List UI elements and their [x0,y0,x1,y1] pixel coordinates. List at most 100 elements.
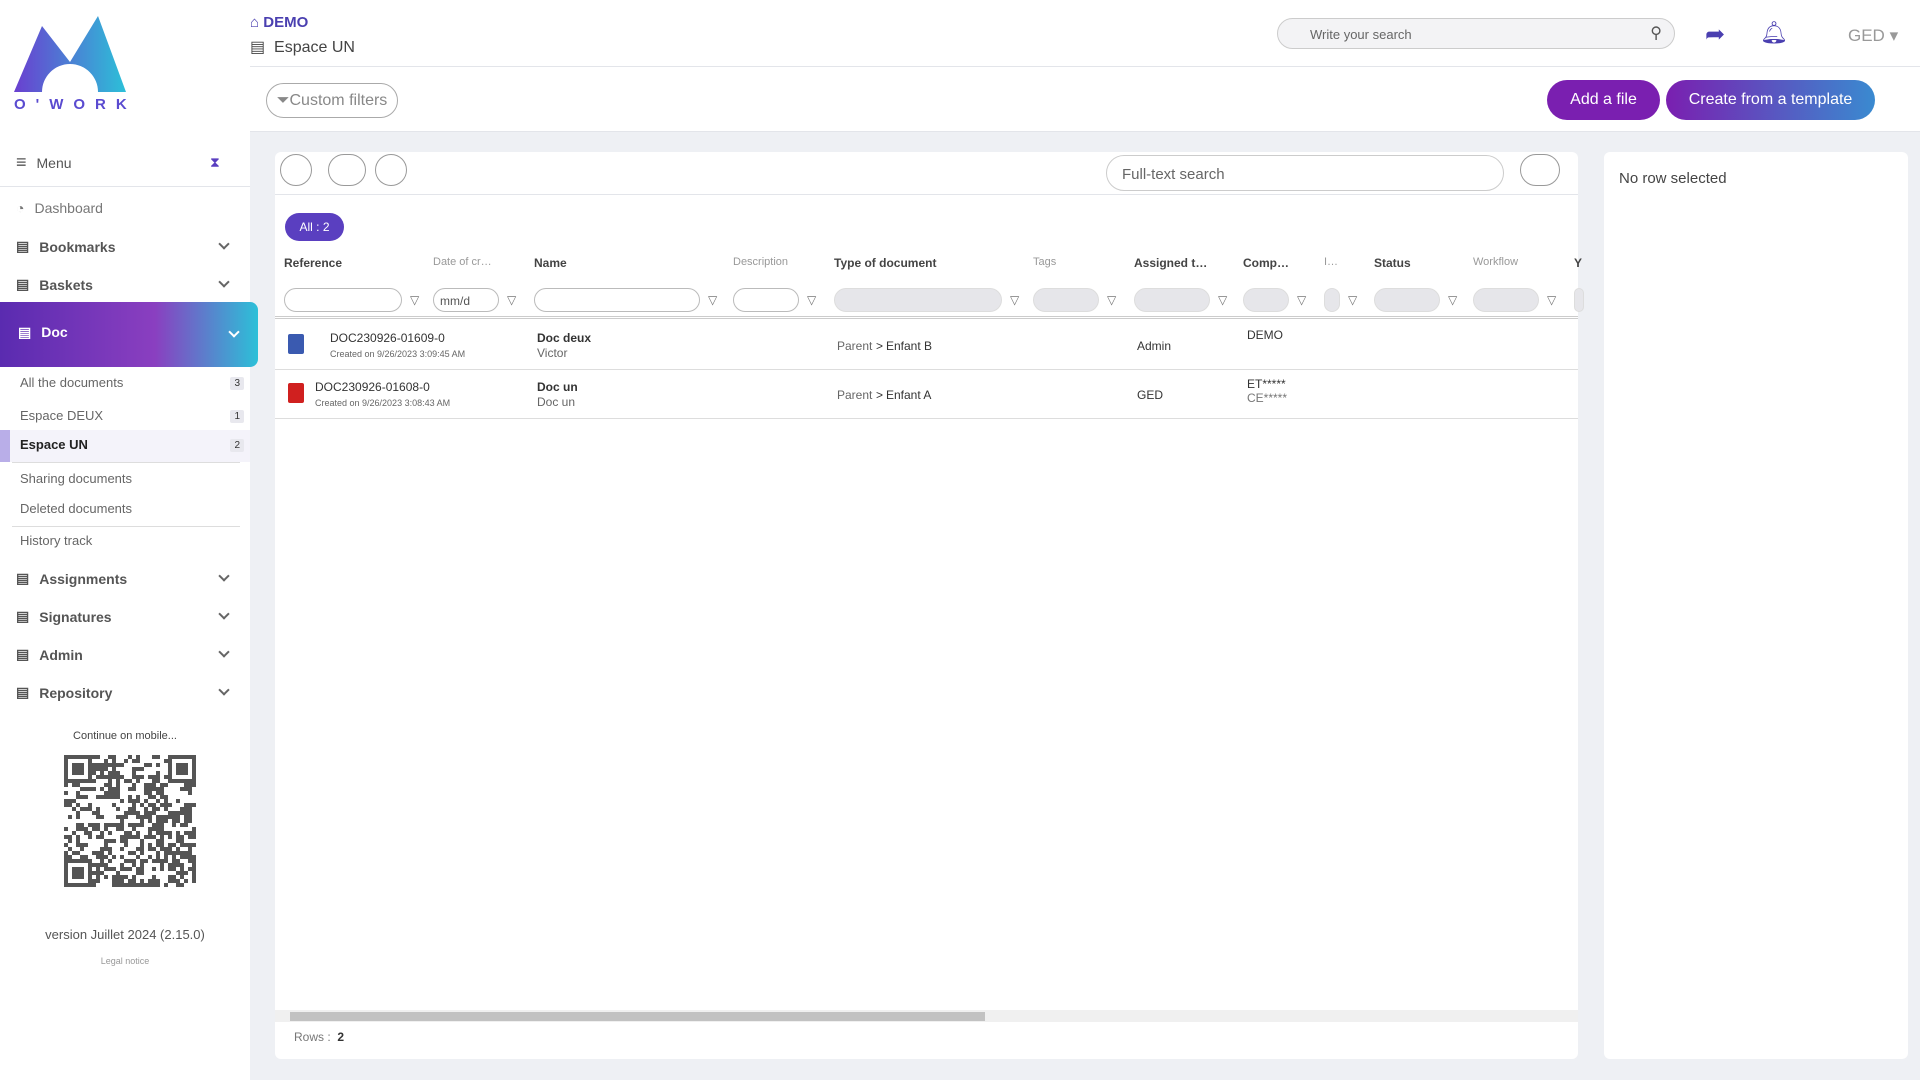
filter-button[interactable] [375,154,407,186]
qr-module [164,851,168,855]
qr-module [132,835,136,839]
column-filter[interactable] [534,288,700,312]
dashboard-link[interactable]: ◔ Dashboard [16,200,103,216]
filter-icon[interactable]: ▽ [1448,293,1458,307]
nav-group[interactable]: ▤ Signatures [16,608,112,625]
column-header[interactable]: Tags [1033,256,1057,268]
column-header[interactable]: Name [534,256,567,270]
filter-icon[interactable]: ▽ [1010,293,1020,307]
column-header[interactable]: Y [1574,256,1583,270]
column-filter[interactable] [284,288,402,312]
type-parent: Parent [837,339,873,353]
global-search[interactable]: Write your search ⚲ [1277,18,1675,49]
pin-icon[interactable]: ⧗ [210,154,220,170]
nav-group[interactable]: ▤ Bookmarks [16,238,116,255]
filter-icon[interactable]: ▽ [708,293,718,307]
filter-icon[interactable]: ▽ [1348,293,1358,307]
column-header[interactable]: Assigned t… [1134,256,1208,270]
scrollbar[interactable] [275,1010,1578,1022]
column-header[interactable]: Type of document [834,256,937,270]
doc-item[interactable]: History track [20,533,93,548]
qr-module [176,799,180,803]
scroll-thumb[interactable] [290,1012,985,1021]
qr-module [84,855,88,859]
qr-module [188,811,192,815]
qr-module [156,763,160,767]
qr-module [108,839,112,843]
create-template-button[interactable]: Create from a template [1666,80,1875,120]
qr-module [112,759,116,763]
qr-module [152,795,156,799]
column-header[interactable]: I… [1324,256,1339,268]
column-filter[interactable] [834,288,1002,312]
column-filter[interactable] [1243,288,1289,312]
workspace[interactable]: ⌂ DEMO [250,14,309,31]
doc-item[interactable]: Deleted documents [20,501,133,516]
qr-module [180,875,184,879]
doc-item[interactable]: Espace UN [20,437,88,452]
column-filter[interactable] [733,288,799,312]
divider [275,318,1578,319]
nav-group[interactable]: ▤ Repository [16,684,112,701]
column-header[interactable]: Date of cr… [433,256,492,268]
qr-module [152,875,156,879]
doc-item[interactable]: Sharing documents [20,471,133,486]
filter-icon[interactable]: ▽ [1297,293,1307,307]
column-header[interactable]: Description [733,256,789,268]
column-filter[interactable]: mm/d [433,288,499,312]
user-menu[interactable]: GED ▾ [1848,26,1899,45]
column-filter[interactable] [1574,288,1584,312]
filter-icon[interactable]: ▽ [1547,293,1557,307]
qr-module [148,795,152,799]
column-filter[interactable] [1134,288,1210,312]
bell-icon[interactable]: 🔔︎ [1760,20,1788,45]
doc-item[interactable]: All the documents [20,375,124,390]
doc-item[interactable]: Espace DEUX [20,408,104,423]
share-icon[interactable]: ➦ [1705,21,1726,48]
qr-module [132,875,136,879]
filter-icon[interactable]: ▽ [1107,293,1117,307]
qr-module [136,883,140,887]
column-header[interactable]: Workflow [1473,256,1519,268]
nav-label: Signatures [39,608,112,625]
qr-module [152,755,156,759]
nav-group[interactable]: ▤ Assignments [16,570,127,587]
qr-module [64,843,68,847]
nav-label: Bookmarks [39,238,116,255]
filter-icon[interactable]: ▽ [807,293,817,307]
column-filter[interactable] [1033,288,1099,312]
settings-button[interactable] [1520,154,1560,186]
column-filter[interactable] [1473,288,1539,312]
fulltext-search[interactable]: Full-text search [1106,155,1504,191]
columns-button[interactable] [328,154,366,186]
column-header[interactable]: Status [1374,256,1411,270]
column-filter[interactable] [1324,288,1340,312]
refresh-button[interactable] [280,154,312,186]
add-file-button[interactable]: Add a file [1547,80,1660,120]
qr-module [168,875,172,879]
nav-group[interactable]: ▤ Baskets [16,276,93,293]
filter-icon[interactable]: ▽ [1218,293,1228,307]
legal-link[interactable]: Legal notice [100,956,150,966]
nav-icon: ▤ [16,608,30,624]
qr-module [164,783,168,787]
filter-icon[interactable]: ▽ [507,293,517,307]
created: Created on 9/26/2023 3:09:45 AM [330,349,466,359]
qr-module [104,827,108,831]
active-section[interactable]: ▤ Doc [0,302,258,367]
column-filter[interactable] [1374,288,1440,312]
menu-toggle[interactable]: ≡ Menu [16,152,72,172]
nav-group[interactable]: ▤ Admin [16,646,83,663]
qr-module [168,831,172,835]
all-badge[interactable]: All : 2 [285,213,344,241]
qr-module [192,843,196,847]
qr-module [64,803,68,807]
qr-module [152,859,156,863]
custom-filters[interactable]: ⏷ Custom filters [266,83,398,118]
column-header[interactable]: Reference [284,256,343,270]
qr-module [116,875,120,879]
column-header[interactable]: Comp… [1243,256,1289,270]
qr-module [136,779,140,783]
filter-icon[interactable]: ▽ [410,293,420,307]
qr-module [192,875,196,879]
